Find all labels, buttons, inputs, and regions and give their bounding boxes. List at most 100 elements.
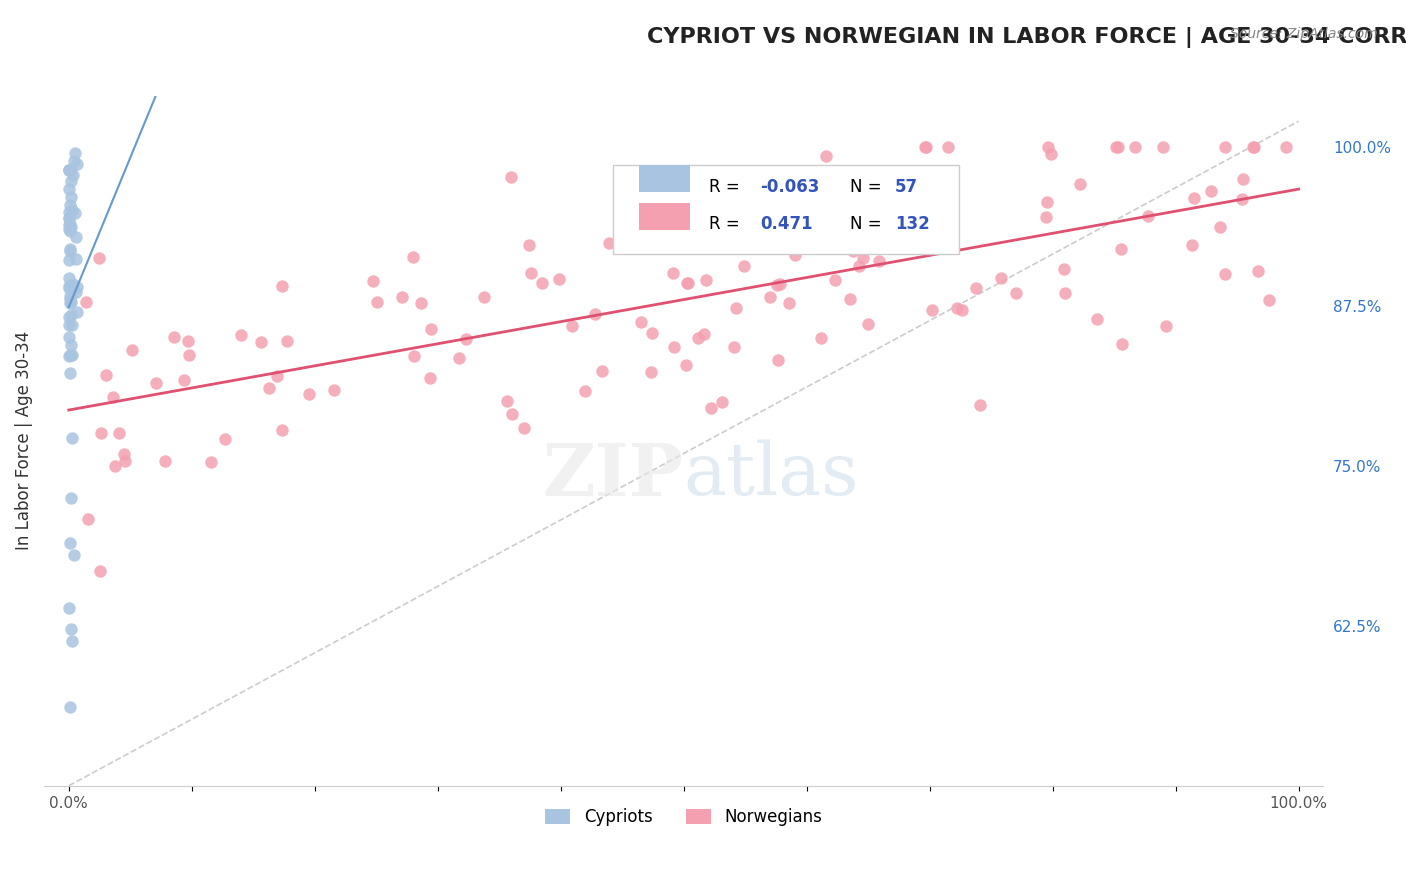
Point bbox=[63, 206, 86, 220]
Legend: Cypriots, Norwegians: Cypriots, Norwegians bbox=[538, 801, 828, 832]
Text: N =: N = bbox=[851, 215, 887, 233]
Point bbox=[58, 318, 80, 333]
Point bbox=[513, 421, 536, 435]
Point bbox=[869, 217, 891, 231]
Point bbox=[60, 348, 83, 362]
Point bbox=[1123, 139, 1146, 153]
Point bbox=[815, 148, 838, 162]
Point bbox=[695, 273, 717, 287]
Point bbox=[759, 290, 782, 304]
Point bbox=[827, 233, 849, 247]
Point bbox=[1004, 285, 1026, 300]
Point bbox=[785, 247, 807, 261]
Point bbox=[1275, 139, 1298, 153]
Point bbox=[257, 381, 280, 395]
Point bbox=[447, 351, 470, 365]
Point bbox=[59, 338, 82, 352]
Point bbox=[59, 491, 82, 506]
Point bbox=[266, 369, 288, 384]
Point bbox=[66, 280, 89, 294]
Point bbox=[59, 220, 82, 235]
Point bbox=[856, 317, 879, 331]
Point bbox=[810, 330, 832, 344]
Point bbox=[89, 564, 111, 578]
Point bbox=[58, 204, 80, 219]
Point bbox=[1085, 312, 1108, 326]
Point bbox=[363, 274, 385, 288]
Point bbox=[531, 276, 554, 290]
Point bbox=[59, 366, 82, 380]
Point bbox=[58, 281, 80, 295]
Point bbox=[58, 310, 80, 325]
Point bbox=[946, 301, 969, 316]
Point bbox=[914, 172, 936, 186]
Point bbox=[841, 244, 863, 258]
Point bbox=[58, 279, 80, 293]
Point bbox=[58, 182, 80, 196]
Point bbox=[366, 294, 388, 309]
Point bbox=[1241, 139, 1264, 153]
Text: 132: 132 bbox=[894, 215, 929, 233]
Point bbox=[769, 277, 792, 291]
Point bbox=[63, 548, 86, 562]
Point bbox=[229, 328, 252, 343]
Point bbox=[1246, 264, 1268, 278]
Point bbox=[419, 322, 441, 336]
Point bbox=[59, 700, 82, 714]
Point bbox=[1053, 261, 1076, 276]
Point bbox=[1243, 139, 1265, 153]
Point bbox=[59, 309, 82, 323]
Point bbox=[733, 259, 755, 273]
Point bbox=[778, 295, 800, 310]
Point bbox=[664, 340, 686, 354]
Point bbox=[121, 343, 143, 357]
Point bbox=[1154, 319, 1177, 334]
Point bbox=[59, 622, 82, 636]
Point bbox=[1213, 139, 1236, 153]
Point bbox=[58, 349, 80, 363]
Point bbox=[250, 334, 273, 349]
Point bbox=[848, 259, 870, 273]
Point bbox=[1152, 139, 1174, 153]
Point bbox=[641, 326, 664, 341]
Point bbox=[391, 290, 413, 304]
Point bbox=[574, 384, 596, 399]
Point bbox=[547, 272, 569, 286]
Point bbox=[598, 235, 620, 250]
Point bbox=[474, 290, 496, 304]
Point bbox=[60, 163, 83, 178]
Text: ZIP: ZIP bbox=[543, 440, 683, 511]
Point bbox=[323, 383, 346, 397]
Point bbox=[725, 301, 748, 315]
FancyBboxPatch shape bbox=[638, 202, 690, 230]
Point bbox=[922, 230, 945, 244]
Point bbox=[852, 251, 875, 265]
Point bbox=[177, 334, 200, 348]
Point bbox=[1107, 139, 1129, 153]
Point bbox=[66, 304, 89, 318]
Point bbox=[768, 352, 790, 367]
Point bbox=[58, 329, 80, 343]
Point bbox=[145, 376, 167, 390]
Point bbox=[298, 387, 321, 401]
Point bbox=[114, 447, 136, 461]
Point bbox=[58, 219, 80, 233]
FancyBboxPatch shape bbox=[638, 165, 690, 193]
Point bbox=[58, 224, 80, 238]
Point bbox=[1181, 237, 1204, 252]
Point bbox=[411, 296, 433, 310]
Point bbox=[711, 395, 734, 409]
Point bbox=[75, 295, 97, 310]
Point bbox=[1069, 177, 1091, 191]
Point bbox=[700, 401, 723, 415]
Point bbox=[65, 252, 87, 266]
Point bbox=[402, 349, 425, 363]
Point bbox=[66, 157, 89, 171]
Point bbox=[59, 536, 82, 550]
Point bbox=[499, 169, 522, 184]
Point bbox=[1109, 242, 1132, 256]
Point bbox=[936, 139, 959, 153]
Point bbox=[1209, 220, 1232, 235]
Y-axis label: In Labor Force | Age 30-34: In Labor Force | Age 30-34 bbox=[15, 331, 32, 550]
Point bbox=[915, 139, 938, 153]
